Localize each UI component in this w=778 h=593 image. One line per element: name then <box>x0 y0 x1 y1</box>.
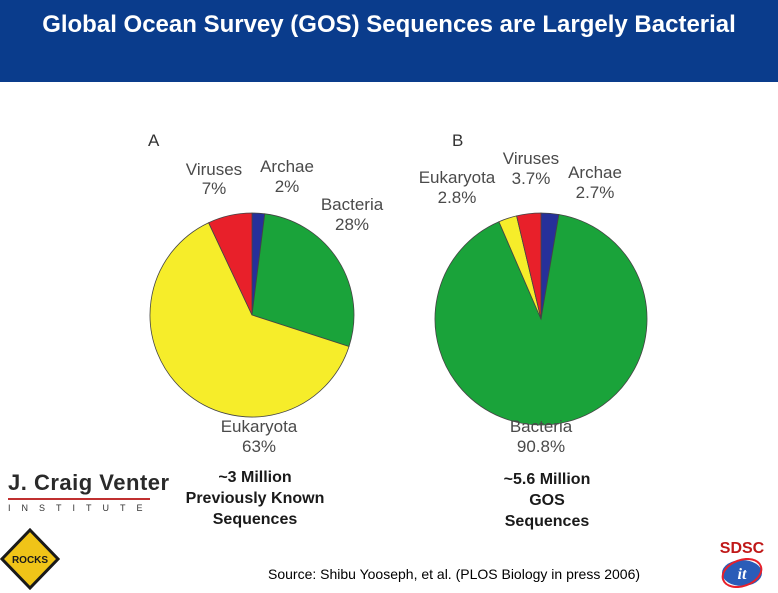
caption-left-line2: Previously Known <box>185 490 325 507</box>
jcvi-logo-rule <box>8 498 150 500</box>
caption-left: ~3 Million Previously Known Sequences <box>160 467 350 530</box>
svg-text:it: it <box>738 566 747 583</box>
pie-a-panel-label: A <box>148 131 160 150</box>
pie-b-slice-bacteria <box>434 214 648 426</box>
caption-right-line2: GOS <box>529 492 565 509</box>
pie-b-value-bacteria: 90.8% <box>517 437 565 456</box>
pie-b-label-bacteria: Bacteria <box>510 417 573 436</box>
pie-a-label-archae: Archae <box>260 157 314 176</box>
pie-a-value-eukaryota: 63% <box>242 437 276 456</box>
pie-a-slice-bacteria <box>251 213 355 348</box>
rocks-logo: ROCKS <box>0 528 60 590</box>
jcvi-logo-name: J. Craig Venter <box>8 470 170 495</box>
caption-left-line3: Sequences <box>212 511 298 528</box>
pie-a-value-bacteria: 28% <box>335 215 369 234</box>
pie-a-value-archae: 2% <box>275 177 300 196</box>
pie-b-label-archae: Archae <box>568 163 622 182</box>
jcvi-logo-sub: INSTITUTE <box>8 503 154 513</box>
caption-right: ~5.6 Million GOS Sequences <box>452 469 642 532</box>
sdsc-it-icon: it <box>721 557 763 589</box>
caption-right-line1: ~5.6 Million <box>503 471 591 488</box>
pie-a-label-eukaryota: Eukaryota <box>221 417 298 436</box>
pie-b-value-eukaryota: 2.8% <box>438 188 477 207</box>
pie-a-label-viruses: Viruses <box>186 160 242 179</box>
pie-b-value-archae: 2.7% <box>576 183 615 202</box>
sdsc-logo-text: SDSC <box>719 540 765 557</box>
pie-a-label-bacteria: Bacteria <box>321 195 384 214</box>
caption-left-line1: ~3 Million <box>218 469 292 486</box>
title-bar: Global Ocean Survey (GOS) Sequences are … <box>0 0 778 82</box>
pie-b-value-viruses: 3.7% <box>512 169 551 188</box>
pie-b-slice-viruses <box>516 212 542 320</box>
pie-b-label-eukaryota: Eukaryota <box>419 168 496 187</box>
pie-a-slice-viruses <box>208 212 253 316</box>
sdsc-logo: SDSC it <box>718 540 766 593</box>
source-note: Source: Shibu Yooseph, et al. (PLOS Biol… <box>268 566 641 582</box>
slide-title: Global Ocean Survey (GOS) Sequences are … <box>42 11 736 38</box>
pie-b-label-viruses: Viruses <box>503 149 559 168</box>
pie-b-panel-label: B <box>452 131 463 150</box>
rocks-logo-text: ROCKS <box>12 555 48 566</box>
pie-a-slice-eukaryota <box>149 222 350 418</box>
pie-charts: AArchae2%Bacteria28%Eukaryota63%Viruses7… <box>148 131 648 456</box>
caption-right-line3: Sequences <box>504 513 590 530</box>
pie-a-value-viruses: 7% <box>202 179 227 198</box>
jcvi-logo: J. Craig Venter INSTITUTE <box>8 470 170 513</box>
